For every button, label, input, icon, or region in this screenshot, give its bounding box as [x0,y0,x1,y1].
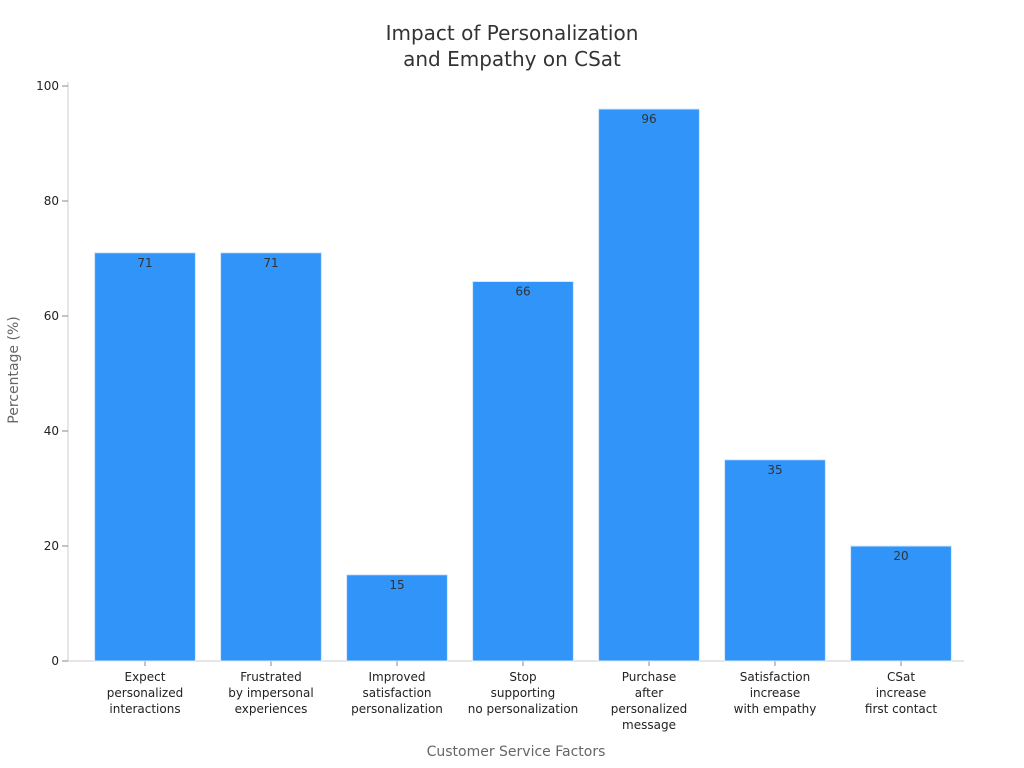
y-tick-label: 60 [44,309,59,323]
x-axis: Expect personalized interactions Frustrated… [68,661,964,732]
data-label: 20 [893,549,908,563]
x-tick-label-line: first contact [865,702,937,716]
x-tick-label-line: personalized [611,702,687,716]
x-tick-label-line: message [622,718,676,732]
bars [95,109,952,661]
x-tick-label-line: increase [876,686,927,700]
x-tick-label-line: Stop [509,670,536,684]
x-tick-label-line: after [635,686,663,700]
x-tick-label-line: by impersonal [228,686,313,700]
x-tick-label-line: Expect [125,670,166,684]
chart-title-line: Impact of Personalization [386,21,639,45]
x-tick-label-line: experiences [235,702,308,716]
bar [851,546,952,661]
x-tick-label: Stop supporting no personalization [468,670,579,716]
bar [599,109,700,661]
data-label: 15 [389,578,404,592]
y-tick-label: 40 [44,424,59,438]
x-tick-label: Purchase after personalized message [611,670,687,732]
x-tick-label-line: no personalization [468,702,579,716]
y-axis-title: Percentage (%) [6,316,22,423]
x-tick-label-line: Satisfaction [740,670,810,684]
x-tick-label-line: increase [750,686,801,700]
x-tick-label: Improved satisfaction personalization [351,670,443,716]
data-label: 71 [263,256,278,270]
x-tick-label: Expect personalized interactions [107,670,183,716]
chart-title-line: and Empathy on CSat [403,47,621,71]
x-axis-title: Customer Service Factors [427,744,606,760]
x-tick-label-line: personalized [107,686,183,700]
bar [221,253,322,661]
bar [95,253,196,661]
y-tick-label: 80 [44,194,59,208]
x-tick-label-line: supporting [491,686,556,700]
bar [473,282,574,662]
x-tick-label-line: Purchase [622,670,677,684]
data-label: 71 [137,256,152,270]
data-label: 96 [641,112,656,126]
x-tick-label-line: Improved [369,670,426,684]
x-tick-label-line: with empathy [734,702,817,716]
y-tick-label: 20 [44,539,59,553]
y-axis: 0 20 40 60 80 100 [36,79,68,668]
x-tick-label: Frustrated by impersonal experiences [228,670,313,716]
x-tick-label-line: CSat [887,670,915,684]
data-label: 35 [767,463,782,477]
x-tick-label: CSat increase first contact [865,670,937,716]
y-tick-label: 0 [51,654,59,668]
x-tick-label-line: interactions [109,702,180,716]
x-tick-label-line: satisfaction [362,686,431,700]
x-tick-label-line: personalization [351,702,443,716]
bar [725,460,826,661]
x-tick-label: Satisfaction increase with empathy [734,670,817,716]
y-tick-label: 100 [36,79,59,93]
data-label: 66 [515,285,530,299]
x-tick-label-line: Frustrated [240,670,302,684]
